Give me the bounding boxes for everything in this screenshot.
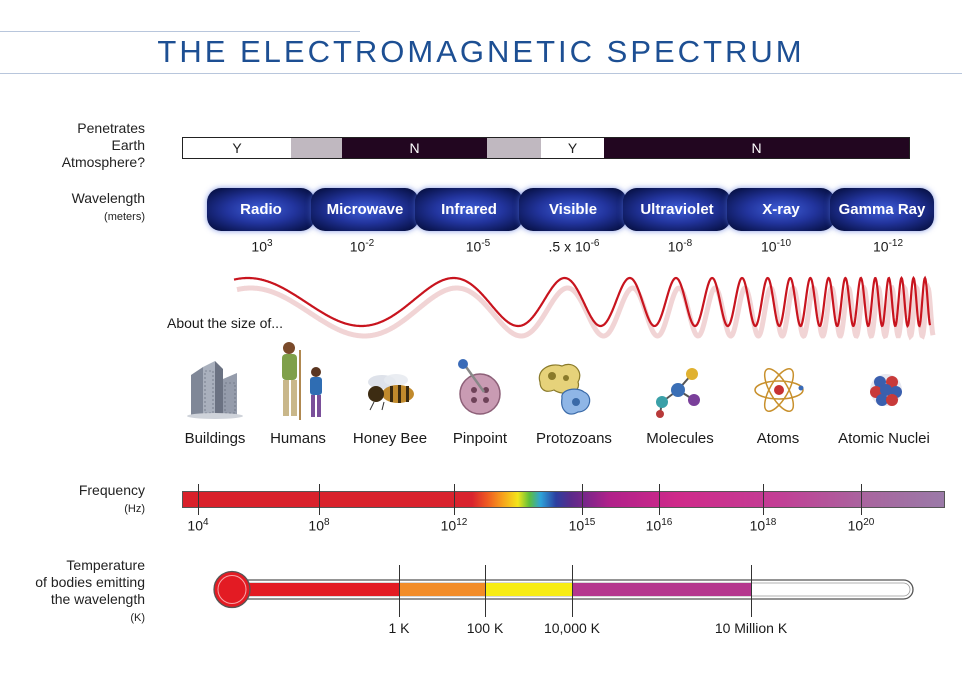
penetration-segment: Y bbox=[183, 138, 291, 158]
penetration-segment bbox=[291, 138, 342, 158]
wave-graphic bbox=[233, 275, 936, 341]
temperature-label: Temperature of bodies emitting the wavel… bbox=[10, 557, 145, 627]
object-label-protozoans: Protozoans bbox=[536, 430, 612, 447]
wavelength-label-text: Wavelength bbox=[71, 190, 145, 206]
frequency-tick-label: 104 bbox=[187, 517, 209, 534]
object-label-buildings: Buildings bbox=[184, 430, 246, 447]
band-infrared: Infrared bbox=[415, 188, 523, 231]
band-microwave: Microwave bbox=[311, 188, 419, 231]
frequency-unit: (Hz) bbox=[124, 503, 145, 515]
temperature-unit: (K) bbox=[130, 612, 145, 624]
honey-bee-icon bbox=[368, 374, 414, 411]
temperature-tick-label: 1 K bbox=[388, 620, 410, 636]
object-label-atomic-nuclei: Atomic Nuclei bbox=[838, 430, 930, 447]
object-label-honey-bee: Honey Bee bbox=[352, 430, 428, 447]
wave-shadow bbox=[236, 282, 936, 341]
frequency-label-text: Frequency bbox=[78, 482, 145, 498]
title-rule-bottom bbox=[0, 73, 962, 74]
penetrates-label-line3: Atmosphere? bbox=[61, 154, 145, 170]
pinpoint-icon bbox=[458, 359, 501, 415]
frequency-tick-label: 1015 bbox=[568, 517, 596, 534]
penetration-segment: N bbox=[604, 138, 909, 158]
about-size-label: About the size of... bbox=[167, 315, 283, 331]
band-radio: Radio bbox=[207, 188, 315, 231]
temperature-tick bbox=[399, 565, 400, 617]
temperature-tick-label: 100 K bbox=[466, 620, 504, 636]
temperature-tick bbox=[485, 565, 486, 617]
penetration-segment: Y bbox=[541, 138, 604, 158]
frequency-tick bbox=[454, 484, 455, 515]
temperature-label-line1: Temperature bbox=[66, 557, 145, 573]
frequency-label: Frequency (Hz) bbox=[20, 482, 145, 518]
buildings-icon bbox=[187, 361, 243, 419]
wavelength-value: 10-2 bbox=[349, 238, 375, 255]
temperature-label-line3: the wavelength bbox=[50, 591, 145, 607]
temperature-tick-label: 10,000 K bbox=[543, 620, 601, 636]
penetration-segment: N bbox=[342, 138, 487, 158]
wavelength-value: 10-8 bbox=[667, 238, 693, 255]
frequency-tick-label: 1012 bbox=[440, 517, 468, 534]
wavelength-value: 10-12 bbox=[872, 238, 904, 255]
humans-icon bbox=[282, 342, 322, 420]
frequency-tick-label: 1018 bbox=[749, 517, 777, 534]
protozoans-icon bbox=[538, 363, 591, 415]
penetration-bar: Y N Y N bbox=[182, 137, 910, 159]
temperature-tick bbox=[572, 565, 573, 617]
frequency-tick-label: 1016 bbox=[645, 517, 673, 534]
penetration-segment bbox=[487, 138, 541, 158]
band-ultraviolet: Ultraviolet bbox=[623, 188, 731, 231]
object-label-humans: Humans bbox=[270, 430, 326, 447]
atoms-icon bbox=[754, 367, 804, 413]
penetrates-label-line1: Penetrates bbox=[77, 120, 145, 136]
wavelength-value: 10-10 bbox=[760, 238, 792, 255]
wavelength-value: .5 x 10-6 bbox=[548, 238, 600, 255]
temperature-tick-label: 10 Million K bbox=[714, 620, 788, 636]
penetrates-label-line2: Earth bbox=[111, 137, 145, 153]
wavelength-value: 103 bbox=[251, 238, 273, 255]
frequency-tick bbox=[198, 484, 199, 515]
band-visible: Visible bbox=[519, 188, 627, 231]
frequency-tick bbox=[319, 484, 320, 515]
wavelength-unit: (meters) bbox=[104, 211, 145, 223]
object-label-molecules: Molecules bbox=[646, 430, 714, 447]
frequency-tick-label: 108 bbox=[308, 517, 330, 534]
wave-line bbox=[233, 275, 932, 328]
thermometer bbox=[213, 570, 914, 609]
temperature-label-line2: of bodies emitting bbox=[35, 574, 145, 590]
wavelength-label: Wavelength (meters) bbox=[20, 190, 145, 226]
temperature-tick bbox=[751, 565, 752, 617]
frequency-tick bbox=[582, 484, 583, 515]
band-xray: X-ray bbox=[727, 188, 835, 231]
band-gamma-ray: Gamma Ray bbox=[830, 188, 934, 231]
title-rule-top bbox=[0, 31, 360, 32]
object-label-atoms: Atoms bbox=[756, 430, 800, 447]
object-label-pinpoint: Pinpoint bbox=[452, 430, 508, 447]
frequency-tick-label: 1020 bbox=[847, 517, 875, 534]
molecules-icon bbox=[656, 368, 700, 418]
penetrates-label: Penetrates Earth Atmosphere? bbox=[20, 120, 145, 171]
frequency-tick bbox=[763, 484, 764, 515]
frequency-tick bbox=[861, 484, 862, 515]
wavelength-value: 10-5 bbox=[465, 238, 491, 255]
atomic-nuclei-icon bbox=[870, 374, 902, 406]
frequency-bar bbox=[182, 491, 945, 508]
page-title: THE ELECTROMAGNETIC SPECTRUM bbox=[157, 34, 805, 69]
frequency-tick bbox=[659, 484, 660, 515]
